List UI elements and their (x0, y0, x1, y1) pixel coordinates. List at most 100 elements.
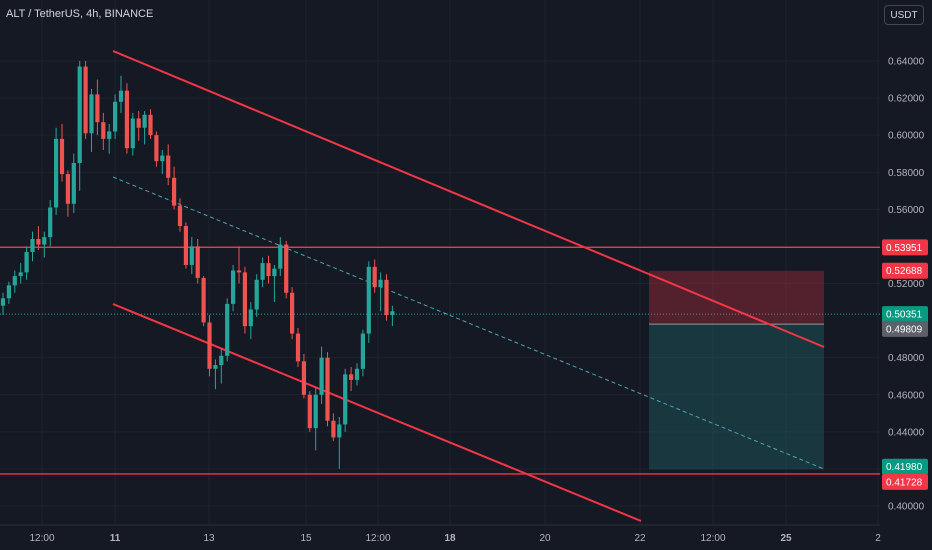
time-tick-label: 12:00 (29, 533, 54, 544)
time-tick-label: 25 (780, 533, 792, 544)
candle-body (242, 272, 247, 327)
candle-body (65, 174, 70, 204)
candle-body (160, 155, 165, 162)
candle-body (319, 357, 324, 395)
candle-body (360, 333, 365, 369)
candle-body (166, 155, 171, 178)
candle-body (101, 122, 106, 139)
candle-body (142, 114, 147, 128)
entry-badge: 0.49809 (886, 324, 923, 335)
price-tick-label: 0.40000 (888, 502, 925, 513)
target-badge: 0.41980 (886, 462, 923, 473)
candle-body (113, 101, 118, 132)
support-badge-bg (882, 473, 928, 490)
candle-body (6, 285, 11, 299)
stop-badge: 0.52688 (886, 266, 923, 277)
time-tick-label: 22 (634, 533, 646, 544)
candle-body (36, 239, 41, 245)
price-axis: 0.640000.620000.600000.580000.560000.540… (880, 0, 932, 550)
candle-body (284, 244, 289, 293)
candle-body (290, 292, 295, 334)
candle-body (95, 94, 100, 123)
candle-body (0, 298, 6, 306)
candle-body (136, 118, 141, 128)
candle-body (372, 266, 377, 288)
price-tick-label: 0.44000 (888, 427, 925, 438)
candle-body (266, 263, 271, 277)
candle-body (183, 226, 188, 265)
candle-body (77, 66, 82, 163)
candle-body (172, 177, 177, 206)
stop-badge-bg (882, 262, 928, 279)
candle-body (189, 246, 194, 265)
channel-upper-line (112, 50, 825, 348)
descending-channel (112, 50, 825, 522)
candles (0, 61, 395, 469)
candle-body (313, 394, 318, 429)
price-tick-label: 0.64000 (888, 57, 925, 68)
candle-body (195, 246, 200, 278)
candle-body (59, 138, 65, 175)
candle-body (219, 355, 224, 366)
time-tick-label: 11 (110, 533, 121, 544)
candle-body (213, 365, 218, 369)
candle-body (343, 374, 348, 425)
time-tick-label: 2 (875, 533, 881, 544)
currency-button[interactable]: USDT (884, 5, 924, 25)
candle-body (177, 205, 183, 227)
chart-grid (0, 0, 880, 525)
candle-body (89, 94, 94, 134)
candle-body (118, 90, 124, 102)
candle-body (354, 368, 360, 380)
channel-lower-line (112, 303, 642, 522)
candle-body (207, 322, 212, 369)
chart-header-title: ALT / TetherUS, 4h, BINANCE (6, 8, 154, 20)
channel-mid-line (112, 176, 825, 470)
target-zone (649, 324, 824, 470)
time-tick-label: 12:00 (700, 533, 725, 544)
candle-body (331, 420, 336, 438)
resistance-badge-bg (882, 239, 928, 256)
time-tick-label: 18 (444, 533, 456, 544)
candle-body (378, 279, 383, 288)
stop-zone (649, 270, 824, 325)
resistance-badge: 0.53951 (886, 243, 923, 254)
entry-badge-bg (882, 320, 928, 337)
candle-body (54, 138, 59, 208)
support-badge: 0.41728 (886, 477, 923, 488)
candle-body (18, 272, 23, 277)
time-tick-label: 13 (203, 533, 215, 544)
price-tick-label: 0.48000 (888, 353, 925, 364)
time-axis: 12:00 11 13 15 12:00 18 20 22 12:00 25 2 (0, 524, 881, 550)
candle-body (148, 114, 153, 136)
candle-body (384, 279, 389, 316)
long-position-tool (649, 270, 824, 470)
price-tick-label: 0.60000 (888, 131, 925, 142)
candle-body (390, 311, 395, 316)
candle-body (130, 118, 135, 149)
candle-body (366, 266, 371, 334)
time-tick-label: 15 (300, 533, 312, 544)
candle-body (154, 135, 159, 162)
candle-body (42, 237, 47, 245)
candle-body (301, 361, 306, 395)
candle-body (307, 394, 312, 429)
price-tick-label: 0.46000 (888, 390, 925, 401)
candle-body (107, 131, 112, 139)
time-axis-bg (0, 525, 880, 550)
candle-body (325, 357, 330, 421)
price-tick-label: 0.58000 (888, 168, 925, 179)
time-tick-label: 20 (539, 533, 551, 544)
candle-body (71, 162, 76, 204)
candle-body (272, 268, 277, 277)
price-tick-label: 0.52000 (888, 279, 925, 290)
candle-body (48, 207, 53, 238)
candle-body (278, 244, 283, 269)
candle-body (349, 374, 354, 380)
horizontal-levels (0, 246, 880, 475)
price-tick-label: 0.56000 (888, 205, 925, 216)
candle-body (12, 276, 17, 286)
last-price-badge: 0.50351 (886, 310, 923, 321)
candle-body (24, 251, 29, 273)
